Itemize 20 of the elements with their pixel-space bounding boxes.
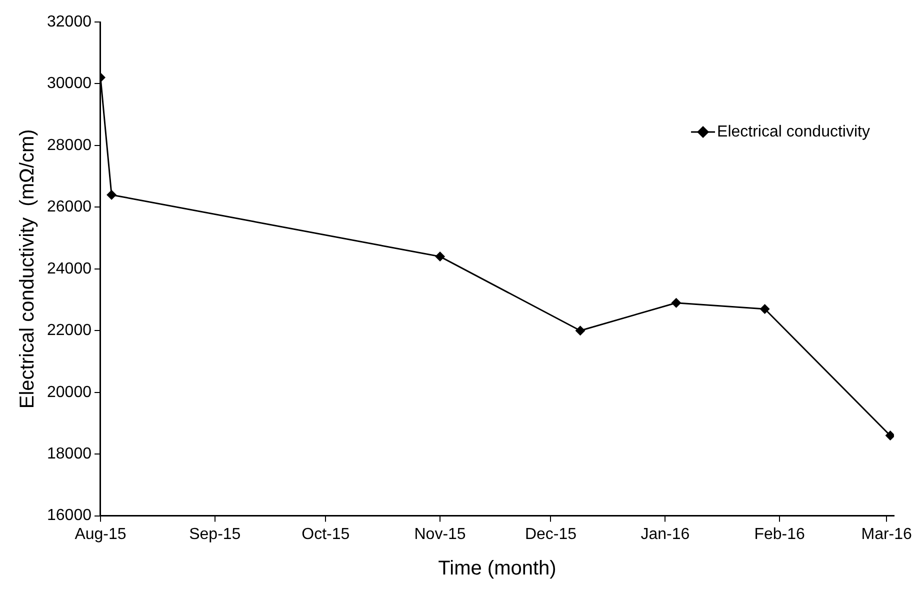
y-tick-label: 26000: [46, 198, 92, 216]
legend-label: Electrical conductivity: [717, 123, 870, 140]
x-tick-label: Nov-15: [414, 526, 466, 543]
x-tick-label: Feb-16: [754, 526, 806, 543]
y-tick-label: 18000: [46, 445, 92, 462]
x-tick-label: Aug-15: [74, 526, 126, 543]
x-tick-label: Oct-15: [302, 526, 350, 543]
x-tick-label: Mar-16: [861, 526, 912, 543]
y-tick-label: 22000: [46, 322, 92, 340]
x-tick-label: Dec-15: [524, 526, 577, 543]
y-tick-label: 32000: [46, 13, 92, 30]
y-tick-label: 30000: [46, 75, 92, 92]
x-tick-label: Sep-15: [189, 526, 241, 543]
x-axis-title: Time (month): [438, 558, 556, 580]
y-tick-label: 16000: [46, 507, 92, 524]
y-axis-title: Electrical conductivity (mΩ/cm): [16, 129, 39, 409]
x-tick-label: Jan-16: [640, 526, 690, 543]
y-tick-label: 24000: [46, 260, 92, 278]
y-tick-label: 28000: [46, 136, 92, 154]
y-tick-label: 20000: [46, 384, 92, 401]
